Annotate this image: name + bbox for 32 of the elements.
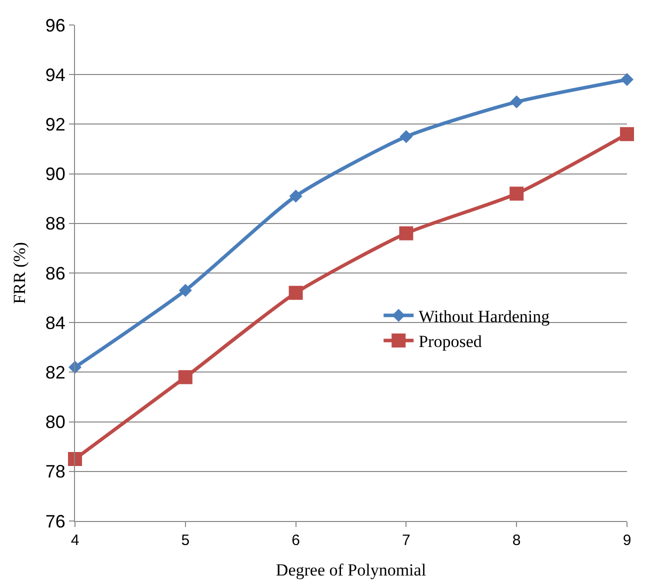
y-tick-label: 90 (45, 164, 66, 184)
point (288, 286, 303, 300)
y-tick-label: 80 (45, 412, 66, 432)
point (68, 452, 82, 466)
x-axis-title: Degree of Polynomial (276, 560, 426, 580)
point (400, 130, 413, 144)
point (399, 226, 414, 240)
x-tick-label: 7 (402, 532, 410, 549)
point (620, 127, 634, 142)
y-tick-label: 82 (45, 362, 66, 382)
y-tick-label: 94 (45, 64, 66, 85)
y-tick-label: 78 (45, 462, 66, 482)
point (289, 190, 302, 203)
x-tick-label: 8 (512, 532, 521, 549)
legend-label: Without Hardening (418, 306, 550, 326)
y-tick-label: 86 (45, 263, 66, 284)
legend-label: Proposed (418, 332, 482, 352)
y-tick-label: 88 (45, 214, 66, 234)
point (620, 73, 634, 86)
x-tick-label: 6 (292, 532, 300, 549)
x-tick-label: 4 (70, 532, 80, 549)
y-tick-label: 84 (45, 312, 66, 333)
point (510, 95, 524, 108)
y-axis-title: FRR (%) (10, 242, 29, 304)
y-tick-label: 76 (45, 511, 66, 532)
y-tick-label: 96 (45, 15, 66, 36)
y-tick-label: 92 (45, 114, 66, 134)
point (510, 186, 524, 201)
point (178, 284, 192, 297)
x-tick-label: 9 (622, 532, 632, 549)
point (178, 370, 192, 384)
x-tick-label: 5 (181, 532, 190, 549)
